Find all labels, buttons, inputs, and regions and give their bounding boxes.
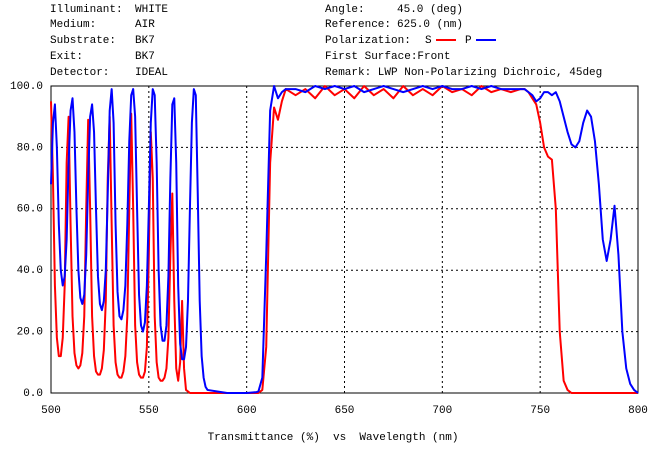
- series-line: [50, 85, 638, 394]
- header-label: Substrate:: [50, 35, 116, 47]
- y-tick-label: 40.0: [17, 265, 43, 277]
- x-tick-label: 600: [237, 405, 257, 417]
- x-axis-label: Transmittance (%) vs Wavelength (nm): [208, 432, 459, 444]
- y-tick-label: 60.0: [17, 204, 43, 216]
- header-value: 45.0 (deg): [397, 4, 463, 16]
- header-value: BK7: [135, 51, 155, 63]
- legend-label: S: [425, 35, 432, 47]
- x-tick-label: 500: [41, 405, 61, 417]
- header-label: Reference:: [325, 19, 391, 31]
- y-tick-label: 0.0: [23, 388, 43, 400]
- header-label: Illuminant:: [50, 4, 123, 16]
- x-tick-label: 700: [432, 405, 452, 417]
- plot-frame: [50, 85, 639, 394]
- legend-label: P: [465, 35, 472, 47]
- header-value: BK7: [135, 35, 155, 47]
- x-tick-label: 550: [139, 405, 159, 417]
- x-tick-label: 750: [530, 405, 550, 417]
- header-value: AIR: [135, 19, 155, 31]
- first-surface: First Surface:Front: [325, 51, 450, 63]
- header-value: 625.0 (nm): [397, 19, 463, 31]
- y-tick-label: 20.0: [17, 327, 43, 339]
- polarization-label: Polarization:: [325, 35, 411, 47]
- header-label: Angle:: [325, 4, 365, 16]
- y-tick-label: 100.0: [10, 81, 43, 93]
- header-label: Detector:: [50, 67, 109, 79]
- x-tick-label: 650: [335, 405, 355, 417]
- header-label: Medium:: [50, 19, 96, 31]
- remark: Remark: LWP Non-Polarizing Dichroic, 45d…: [325, 67, 602, 79]
- header-value: IDEAL: [135, 67, 168, 79]
- y-tick-label: 80.0: [17, 142, 43, 154]
- header-value: WHITE: [135, 4, 168, 16]
- x-tick-label: 800: [628, 405, 648, 417]
- header-label: Exit:: [50, 51, 83, 63]
- series-line: [50, 85, 639, 394]
